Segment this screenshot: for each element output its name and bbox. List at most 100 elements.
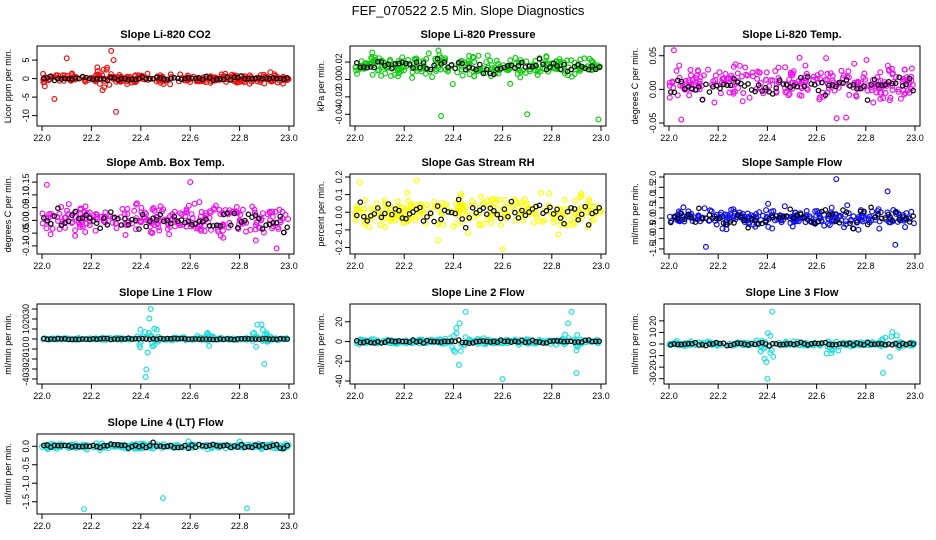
overlay-point	[266, 336, 273, 343]
panel-2: Slope Li-820 Pressure kPa per min. 22.0 22.…	[316, 29, 610, 143]
overlay-point	[811, 82, 818, 88]
outlier-point	[573, 370, 580, 377]
overlay-point	[72, 336, 79, 343]
overlay-point	[136, 226, 142, 232]
data-point	[251, 329, 258, 336]
overlay-point	[189, 222, 195, 228]
overlay-point	[724, 342, 730, 349]
panel-title: Slope Line 3 Flow	[746, 287, 839, 299]
overlay-point	[263, 222, 269, 228]
overlay-point	[252, 336, 259, 342]
y-tick-label: -30	[21, 362, 31, 375]
data-point	[273, 445, 280, 452]
data-point	[895, 88, 902, 95]
overlay-point	[854, 86, 860, 92]
overlay-point	[674, 215, 681, 222]
data-point	[759, 337, 766, 344]
overlay-point	[550, 211, 557, 217]
overlay-point	[505, 62, 511, 69]
overlay-point	[213, 222, 220, 229]
data-point	[886, 97, 893, 104]
overlay-point	[277, 75, 284, 82]
overlay-point	[143, 76, 149, 82]
overlay-point	[713, 339, 720, 346]
overlay-point	[168, 335, 174, 342]
overlay-point	[213, 76, 220, 83]
overlay-point	[125, 222, 132, 228]
overlay-point	[455, 59, 462, 66]
overlay-point	[703, 81, 709, 88]
y-tick-label: -0.04	[334, 104, 344, 125]
x-tick-label: 22.2	[83, 391, 101, 401]
data-point	[797, 83, 804, 90]
outlier-point	[568, 308, 575, 315]
data-point	[555, 231, 562, 238]
overlay-point	[843, 77, 850, 83]
overlay-point	[424, 337, 430, 344]
data-point	[41, 83, 48, 90]
data-point	[43, 214, 50, 221]
overlay-point	[696, 342, 702, 348]
y-axis-label: ml/min per min.	[630, 183, 640, 245]
overlay-point	[65, 218, 72, 225]
overlay-point	[431, 338, 437, 345]
overlay-point	[780, 81, 787, 87]
data-point	[409, 74, 416, 81]
overlay-point	[822, 207, 829, 213]
overlay-point	[273, 441, 280, 448]
x-tick-label: 22.6	[808, 261, 826, 271]
overlay-point	[483, 211, 490, 218]
overlay-point	[396, 207, 402, 214]
overlay-point	[206, 336, 213, 343]
overlay-point	[157, 211, 164, 218]
overlay-point	[153, 443, 160, 450]
overlay-point	[175, 444, 181, 451]
data-point	[59, 218, 66, 225]
overlay-point	[385, 337, 392, 344]
data-point	[79, 223, 86, 230]
y-tick-label: -1.5	[21, 494, 31, 510]
overlay-point	[533, 62, 539, 69]
x-tick-label: 22.2	[709, 261, 727, 271]
data-point	[761, 355, 768, 362]
data-point	[564, 320, 571, 327]
data-point	[802, 62, 809, 69]
overlay-point	[568, 66, 574, 73]
data-point	[817, 70, 824, 77]
overlay-point	[906, 75, 913, 82]
x-tick-label: 22.6	[181, 391, 199, 401]
overlay-point	[857, 208, 864, 215]
data-point	[269, 213, 276, 220]
data-point	[826, 222, 833, 229]
overlay-point	[136, 335, 142, 342]
overlay-point	[231, 74, 238, 80]
overlay-point	[854, 219, 860, 225]
overlay-point	[79, 336, 86, 342]
overlay-point	[910, 341, 917, 347]
data-point	[796, 54, 803, 61]
data-point	[885, 67, 892, 74]
x-tick-label: 23.0	[906, 391, 924, 401]
data-point	[153, 326, 160, 333]
overlay-point	[108, 336, 114, 343]
x-tick-label: 22.8	[543, 391, 561, 401]
overlay-point	[210, 223, 216, 229]
data-point	[43, 225, 50, 232]
overlay-point	[547, 338, 553, 345]
overlay-point	[696, 84, 702, 90]
data-point	[251, 209, 258, 216]
overlay-point	[512, 209, 518, 216]
data-point	[666, 79, 673, 86]
data-point	[865, 215, 872, 222]
data-point	[716, 69, 723, 76]
x-tick-label: 23.0	[906, 261, 924, 271]
overlay-point	[65, 76, 72, 82]
overlay-point	[868, 341, 874, 348]
overlay-points	[353, 337, 603, 346]
data-point	[772, 67, 779, 74]
overlay-point	[47, 221, 54, 227]
overlay-point	[242, 444, 248, 451]
x-tick-label: 22.6	[181, 521, 199, 531]
overlay-point	[213, 442, 220, 449]
data-point	[354, 203, 361, 210]
